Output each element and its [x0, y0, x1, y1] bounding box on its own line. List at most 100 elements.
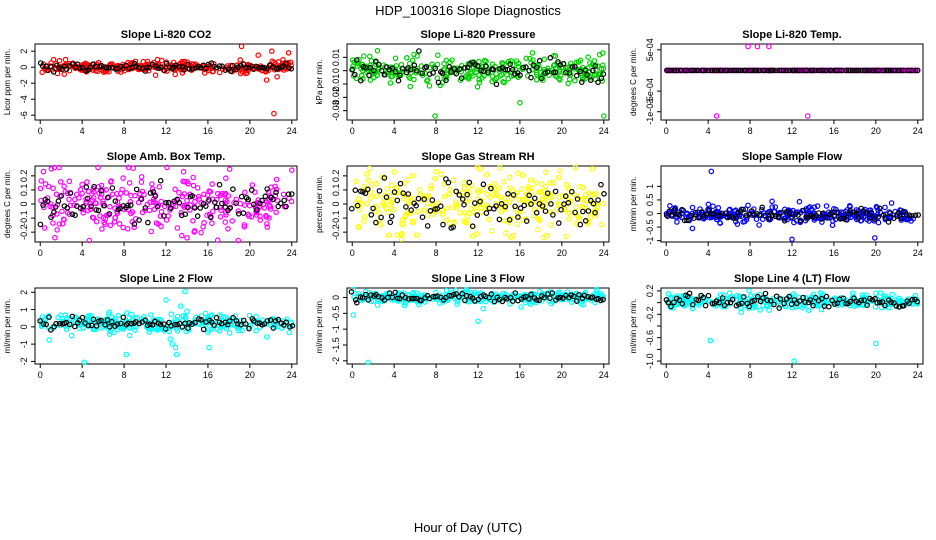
mean-point: [114, 321, 121, 328]
mean-point: [735, 301, 742, 308]
mean-point: [203, 203, 209, 209]
mean-point: [595, 197, 601, 203]
mean-point: [275, 65, 281, 71]
mean-point: [743, 212, 750, 219]
mean-point: [875, 214, 882, 220]
mean-point: [684, 217, 690, 224]
mean-point: [138, 196, 145, 203]
x-tick-label: 4: [80, 248, 85, 258]
mean-point: [155, 65, 161, 72]
data-point: [525, 184, 531, 190]
data-point: [132, 192, 138, 199]
y-tick-label: -0.01: [331, 74, 341, 95]
data-point: [66, 211, 73, 218]
data-point: [119, 186, 125, 193]
mean-point: [469, 223, 476, 230]
mean-point: [43, 321, 49, 328]
data-point: [391, 169, 397, 175]
data-point: [120, 175, 126, 181]
mean-point: [700, 294, 707, 301]
y-tick-label: 0.01: [331, 49, 341, 67]
data-point: [443, 57, 450, 64]
x-tick-label: 20: [557, 370, 567, 380]
mean-point: [893, 303, 900, 309]
data-point: [141, 191, 147, 198]
mean-point: [775, 214, 782, 221]
mean-point: [550, 212, 556, 218]
mean-point: [233, 200, 239, 207]
data-point: [805, 205, 812, 211]
mean-point: [471, 200, 478, 206]
mean-point: [850, 67, 856, 74]
data-point: [181, 191, 188, 197]
data-point: [519, 197, 526, 203]
mean-point: [47, 327, 54, 333]
data-point: [838, 209, 845, 215]
data-point: [138, 179, 145, 185]
mean-point: [394, 197, 401, 204]
data-point: [126, 332, 133, 339]
mean-point: [123, 62, 129, 69]
y-tick-label: -6: [19, 111, 29, 119]
data-point: [425, 193, 432, 199]
data-point: [172, 203, 179, 210]
mean-point: [789, 67, 796, 74]
data-point: [534, 226, 541, 233]
data-point: [819, 219, 825, 225]
mean-point: [77, 205, 84, 211]
data-point: [524, 201, 531, 208]
data-point: [366, 165, 373, 172]
mean-point: [461, 201, 467, 208]
mean-point: [906, 67, 913, 74]
data-point: [428, 183, 435, 189]
mean-point: [781, 300, 787, 307]
data-point: [158, 223, 164, 230]
data-point: [454, 298, 461, 305]
mean-point: [281, 197, 288, 204]
data-point: [114, 210, 121, 216]
mean-point: [741, 67, 747, 74]
outlier-point: [271, 110, 277, 117]
mean-point: [509, 298, 516, 304]
mean-point: [713, 298, 720, 305]
mean-point: [434, 205, 441, 212]
mean-point: [738, 300, 745, 307]
mean-point: [698, 209, 705, 216]
data-point: [523, 55, 530, 62]
data-point: [578, 196, 584, 203]
mean-point: [208, 214, 214, 221]
mean-point: [836, 67, 843, 74]
data-point: [565, 186, 572, 192]
data-point: [587, 213, 594, 220]
panel-9: Slope Line 4 (LT) Flow ml/min per min. 0 4 8…: [629, 273, 924, 380]
mean-point: [719, 210, 726, 217]
panel-title: Slope Li-820 Temp.: [742, 29, 841, 41]
mean-point: [815, 67, 822, 74]
y-tick-label: -0.02: [331, 87, 341, 108]
data-point: [172, 186, 178, 193]
x-tick-label: 0: [38, 126, 43, 136]
mean-point: [83, 184, 90, 190]
mean-point: [702, 67, 709, 74]
mean-point: [705, 292, 712, 299]
data-point: [85, 207, 91, 214]
mean-point: [507, 61, 513, 67]
mean-point: [800, 207, 807, 214]
mean-point: [773, 293, 780, 300]
mean-point: [254, 320, 261, 327]
mean-point: [786, 67, 793, 74]
data-point: [461, 179, 467, 186]
y-tick-label: -2: [19, 357, 29, 365]
mean-point: [181, 67, 187, 73]
mean-point: [802, 67, 809, 74]
data-point: [445, 70, 451, 77]
data-point: [705, 201, 712, 208]
data-point: [62, 56, 69, 63]
data-point: [872, 290, 879, 297]
data-point: [579, 184, 586, 191]
panel-title: Slope Li-820 Pressure: [421, 29, 536, 41]
x-tick-label: 20: [245, 248, 255, 258]
data-point: [87, 206, 94, 213]
data-point: [566, 216, 572, 222]
y-tick-label: -0.2: [645, 307, 655, 323]
